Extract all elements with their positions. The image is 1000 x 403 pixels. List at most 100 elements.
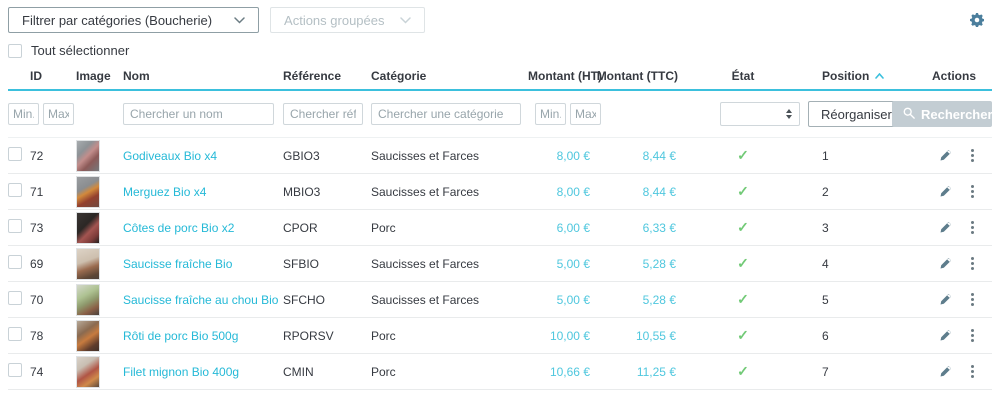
product-name-link[interactable]: Godiveaux Bio x4	[123, 148, 218, 163]
table-row: 78 Rôti de porc Bio 500g RPORSV Porc 10,…	[8, 317, 992, 354]
id-min-filter-input[interactable]	[8, 103, 39, 125]
product-position[interactable]: 4	[808, 245, 892, 282]
row-menu-kebab-icon[interactable]	[969, 147, 976, 164]
enabled-check-icon[interactable]: ✓	[737, 255, 749, 271]
amount-max-filter-input[interactable]	[570, 103, 601, 125]
product-amount-ttc[interactable]: 8,44 €	[592, 173, 678, 210]
edit-pencil-icon[interactable]	[939, 365, 952, 378]
amount-min-filter-input[interactable]	[535, 103, 566, 125]
enabled-check-icon[interactable]: ✓	[737, 291, 749, 307]
edit-pencil-icon[interactable]	[939, 185, 952, 198]
product-amount-ht[interactable]: 10,66 €	[528, 353, 592, 390]
column-header-reference[interactable]: Référence	[283, 64, 371, 91]
column-header-amount-ht[interactable]: Montant (HT)	[528, 64, 602, 91]
edit-pencil-icon[interactable]	[939, 293, 952, 306]
product-name-link[interactable]: Côtes de porc Bio x2	[123, 220, 235, 235]
row-checkbox[interactable]	[8, 363, 22, 377]
edit-pencil-icon[interactable]	[939, 149, 952, 162]
column-header-category[interactable]: Catégorie	[371, 64, 528, 91]
settings-gear-icon[interactable]	[970, 13, 984, 27]
row-menu-kebab-icon[interactable]	[969, 327, 976, 344]
reorder-button[interactable]: Réorganiser	[808, 101, 905, 127]
toolbar: Filtrer par catégories (Boucherie) Actio…	[8, 7, 992, 33]
column-header-state[interactable]: État	[678, 64, 808, 91]
product-position[interactable]: 5	[808, 281, 892, 318]
product-amount-ht[interactable]: 8,00 €	[528, 137, 592, 174]
product-position[interactable]: 7	[808, 353, 892, 390]
product-name-link[interactable]: Saucisse fraîche Bio	[123, 256, 233, 271]
product-amount-ttc[interactable]: 8,44 €	[592, 137, 678, 174]
row-menu-kebab-icon[interactable]	[969, 363, 976, 380]
select-all-checkbox[interactable]	[8, 43, 22, 58]
name-filter-input[interactable]	[123, 103, 274, 125]
product-image[interactable]	[76, 247, 100, 280]
product-reference: MBIO3	[283, 173, 371, 210]
product-reference: CPOR	[283, 209, 371, 246]
table-row: 72 Godiveaux Bio x4 GBIO3 Saucisses et F…	[8, 137, 992, 174]
search-icon	[903, 107, 915, 122]
product-list-page: Filtrer par catégories (Boucherie) Actio…	[8, 7, 993, 390]
row-checkbox[interactable]	[8, 147, 22, 161]
product-amount-ttc[interactable]: 5,28 €	[592, 281, 678, 318]
bulk-actions-dropdown[interactable]: Actions groupées	[270, 7, 426, 33]
enabled-check-icon[interactable]: ✓	[737, 219, 749, 235]
filter-category-dropdown[interactable]: Filtrer par catégories (Boucherie)	[8, 7, 260, 33]
column-header-id[interactable]: ID	[30, 64, 76, 91]
reference-filter-input[interactable]	[283, 103, 363, 125]
column-header-name[interactable]: Nom	[123, 64, 283, 91]
edit-pencil-icon[interactable]	[939, 221, 952, 234]
product-amount-ht[interactable]: 6,00 €	[528, 209, 592, 246]
table-row: 70 Saucisse fraîche au chou Bio SFCHO Sa…	[8, 281, 992, 318]
product-amount-ht[interactable]: 5,00 €	[528, 281, 592, 318]
row-menu-kebab-icon[interactable]	[969, 291, 976, 308]
product-category: Saucisses et Farces	[371, 137, 528, 174]
select-all-row: Tout sélectionner	[8, 43, 992, 58]
column-header-amount-ttc[interactable]: Montant (TTC)	[592, 64, 678, 91]
product-id: 74	[30, 353, 76, 390]
id-max-filter-input[interactable]	[43, 103, 74, 125]
product-name-link[interactable]: Merguez Bio x4	[123, 184, 207, 199]
row-checkbox[interactable]	[8, 255, 22, 269]
product-name-link[interactable]: Saucisse fraîche au chou Bio	[123, 292, 279, 307]
product-amount-ttc[interactable]: 5,28 €	[592, 245, 678, 282]
product-image[interactable]	[76, 175, 100, 208]
row-menu-kebab-icon[interactable]	[969, 255, 976, 272]
product-position[interactable]: 6	[808, 317, 892, 354]
row-checkbox[interactable]	[8, 291, 22, 305]
row-menu-kebab-icon[interactable]	[969, 219, 976, 236]
row-checkbox[interactable]	[8, 183, 22, 197]
product-name-link[interactable]: Filet mignon Bio 400g	[123, 364, 240, 379]
edit-pencil-icon[interactable]	[939, 257, 952, 270]
enabled-check-icon[interactable]: ✓	[737, 363, 749, 379]
header-checkbox-spacer	[8, 64, 30, 91]
product-reference: CMIN	[283, 353, 371, 390]
row-menu-kebab-icon[interactable]	[969, 183, 976, 200]
product-amount-ttc[interactable]: 6,33 €	[592, 209, 678, 246]
search-button[interactable]: Rechercher	[892, 101, 993, 127]
category-filter-input[interactable]	[371, 103, 521, 125]
sort-asc-caret-icon[interactable]	[875, 68, 885, 82]
product-image[interactable]	[76, 139, 100, 172]
product-image[interactable]	[76, 355, 100, 388]
product-name-link[interactable]: Rôti de porc Bio 500g	[123, 328, 239, 343]
product-amount-ht[interactable]: 5,00 €	[528, 245, 592, 282]
enabled-check-icon[interactable]: ✓	[737, 327, 749, 343]
table-row: 74 Filet mignon Bio 400g CMIN Porc 10,66…	[8, 353, 992, 390]
product-amount-ht[interactable]: 8,00 €	[528, 173, 592, 210]
edit-pencil-icon[interactable]	[939, 329, 952, 342]
state-filter-select[interactable]	[720, 102, 800, 126]
enabled-check-icon[interactable]: ✓	[737, 183, 749, 199]
product-image[interactable]	[76, 319, 100, 352]
product-position[interactable]: 3	[808, 209, 892, 246]
product-position[interactable]: 2	[808, 173, 892, 210]
product-position[interactable]: 1	[808, 137, 892, 174]
product-image[interactable]	[76, 283, 100, 316]
enabled-check-icon[interactable]: ✓	[737, 147, 749, 163]
column-header-position[interactable]: Position	[808, 64, 892, 91]
product-image[interactable]	[76, 211, 100, 244]
product-amount-ht[interactable]: 10,00 €	[528, 317, 592, 354]
product-amount-ttc[interactable]: 11,25 €	[592, 353, 678, 390]
row-checkbox[interactable]	[8, 327, 22, 341]
product-amount-ttc[interactable]: 10,55 €	[592, 317, 678, 354]
row-checkbox[interactable]	[8, 219, 22, 233]
